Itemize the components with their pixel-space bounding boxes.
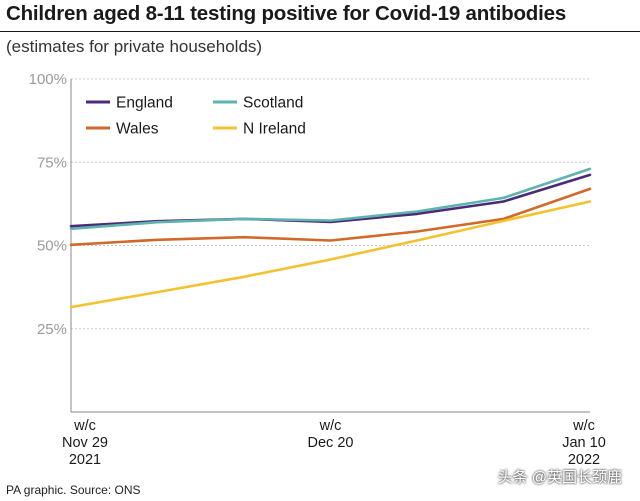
series-lines — [69, 167, 592, 309]
title-divider — [0, 31, 640, 32]
chart-subtitle: (estimates for private households) — [6, 37, 263, 56]
legend-label: Scotland — [243, 95, 303, 112]
series-line-wales — [69, 187, 592, 247]
x-tick-label: 2022 — [568, 452, 600, 468]
x-tick-label: Dec 20 — [308, 435, 354, 451]
series-line-scotland — [69, 167, 592, 231]
legend-label: England — [116, 95, 173, 112]
chart-title: Children aged 8-11 testing positive for … — [6, 2, 567, 25]
y-tick-labels: 25% 50% 75% 100% — [29, 71, 67, 338]
gridlines — [71, 78, 590, 330]
x-tick-label: w/c — [572, 418, 595, 434]
legend-label: Wales — [116, 121, 159, 138]
series-line-n-ireland — [69, 200, 592, 309]
legend-label: N Ireland — [243, 121, 306, 138]
source-note: PA graphic. Source: ONS — [6, 483, 141, 497]
x-tick-label: w/c — [319, 418, 342, 434]
watermark: 头条 @英国长颈鹿 — [497, 469, 622, 486]
y-tick-label: 25% — [37, 321, 67, 338]
y-tick-label: 100% — [29, 71, 67, 88]
x-tick-label: Jan 10 — [562, 435, 606, 451]
x-tick-label: w/c — [73, 418, 96, 434]
x-tick-label: 2021 — [69, 452, 101, 468]
y-tick-label: 50% — [37, 238, 67, 255]
x-tick-label: Nov 29 — [62, 435, 108, 451]
legend: England Scotland Wales N Ireland — [86, 95, 306, 138]
y-tick-label: 75% — [37, 154, 67, 171]
